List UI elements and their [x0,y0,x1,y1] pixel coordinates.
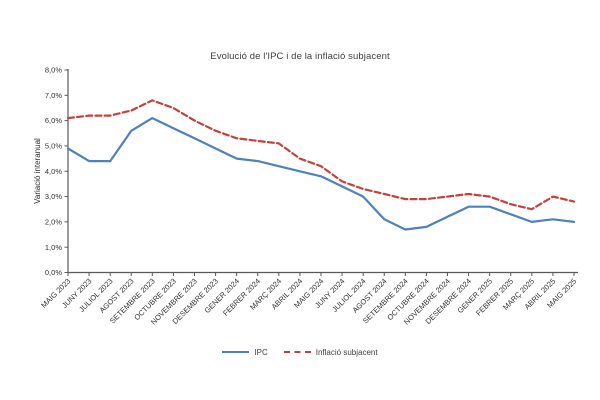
y-tick-label: 2,0% [45,217,62,226]
legend-item-ipc: IPC [222,347,268,357]
legend-subjacent-label: Inflació subjacent [315,347,378,357]
chart-title: Evolució de l'IPC i de la inflació subja… [210,51,390,62]
y-tick-label: 5,0% [45,142,62,151]
y-tick-label: 6,0% [45,116,62,125]
y-tick-label: 3,0% [45,192,62,201]
y-tick-label: 8,0% [45,66,62,75]
legend-ipc-line-swatch [222,351,250,353]
y-tick-label: 1,0% [45,243,62,252]
y-tick-label: 4,0% [45,167,62,176]
subjacent-line [66,99,576,211]
legend-ipc-label: IPC [254,347,268,357]
y-tick-label: 0,0% [45,268,62,277]
legend: IPC Inflació subjacent [0,345,600,359]
ipc-line [66,116,576,231]
line-chart: 0,0%1,0%2,0%3,0%4,0%5,0%6,0%7,0%8,0%MAIG… [33,66,578,327]
legend-item-subjacent: Inflació subjacent [283,347,378,357]
y-axis-title: Variació interanual [33,138,42,204]
y-tick-label: 7,0% [45,91,62,100]
legend-subjacent-line-swatch [283,351,311,353]
